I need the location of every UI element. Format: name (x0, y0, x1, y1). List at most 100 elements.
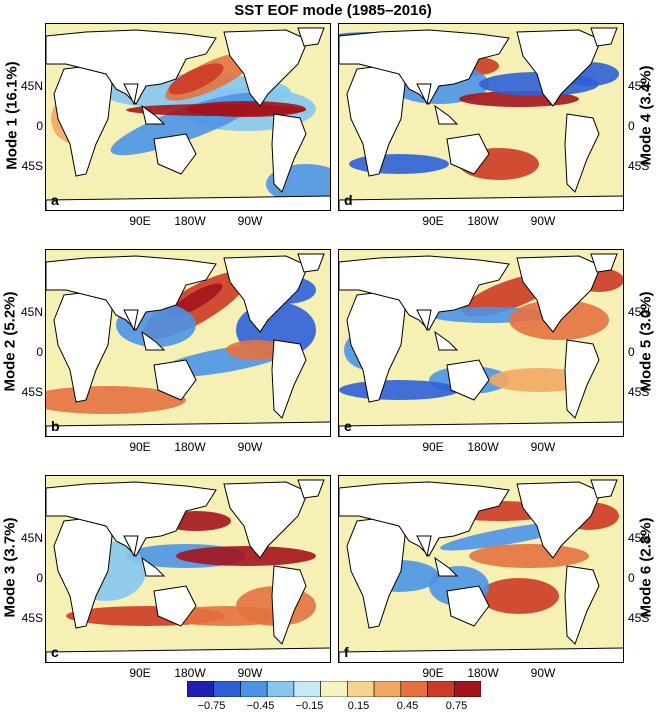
panel-letter: e (344, 418, 352, 434)
land-africa (53, 63, 113, 177)
panel-e: e (338, 249, 624, 437)
panel-letter: c (51, 644, 59, 660)
colorbar-segment (453, 681, 481, 697)
longitude-label: 90W (237, 214, 263, 228)
colorbar-segment (293, 681, 321, 697)
anomaly-region (469, 544, 589, 568)
longitude-label: 180W (174, 440, 206, 454)
anomaly-region (339, 380, 459, 400)
latitude-label: 0 (628, 345, 635, 359)
colorbar (187, 681, 481, 697)
land-antarctica (46, 647, 330, 662)
longitude-label: 90W (237, 666, 263, 680)
panel-letter: b (51, 418, 60, 434)
panel-d: d (338, 23, 624, 211)
land-greenland (297, 253, 325, 273)
land-australia (446, 133, 490, 175)
land-seasia (434, 330, 459, 351)
land-seasia (434, 104, 459, 125)
latitude-label: 45N (628, 79, 651, 93)
panel-f: f (338, 475, 624, 663)
land-samerica (564, 339, 600, 419)
latitude-label: 45S (21, 611, 43, 625)
sst-map (46, 253, 330, 436)
land-antarctica (46, 195, 330, 210)
longitude-label: 90E (129, 666, 151, 680)
land-australia (446, 359, 490, 401)
land-eurasia (46, 481, 217, 557)
land-india (416, 309, 432, 332)
longitude-label: 90E (422, 214, 444, 228)
land-india (123, 535, 139, 558)
land-eurasia (46, 255, 217, 331)
land-seasia (141, 104, 166, 125)
colorbar-segment (320, 681, 348, 697)
anomaly-region (226, 340, 286, 360)
longitude-label: 180W (467, 214, 499, 228)
longitude-label: 90W (530, 666, 556, 680)
land-australia (153, 133, 197, 175)
colorbar-tick-label: 0.45 (396, 700, 419, 712)
land-australia (153, 585, 197, 627)
longitude-label: 90E (422, 440, 444, 454)
longitude-label: 180W (174, 214, 206, 228)
panel-letter: f (344, 644, 349, 660)
sst-map (339, 479, 623, 662)
figure-title: SST EOF mode (1985–2016) (234, 2, 432, 19)
panel-b: b (45, 249, 331, 437)
colorbar-tick-label: −0.75 (197, 700, 226, 712)
land-samerica (564, 565, 600, 645)
land-india (123, 83, 139, 106)
longitude-label: 90E (129, 440, 151, 454)
colorbar-segment (347, 681, 375, 697)
longitude-label: 90E (422, 666, 444, 680)
longitude-label: 180W (467, 440, 499, 454)
land-seasia (141, 556, 166, 577)
land-eurasia (46, 29, 217, 105)
land-samerica (271, 113, 307, 193)
land-antarctica (46, 421, 330, 436)
mode-label-3: Mode 3 (3.7%) (1, 517, 19, 618)
panel-letter: a (51, 192, 59, 208)
latitude-label: 0 (628, 571, 635, 585)
anomaly-region (479, 578, 559, 614)
mode-label-1: Mode 1 (16.1%) (3, 61, 21, 170)
land-seasia (434, 556, 459, 577)
latitude-label: 45S (628, 159, 650, 173)
latitude-label: 0 (36, 119, 43, 133)
land-eurasia (339, 255, 510, 331)
colorbar-segment (187, 681, 215, 697)
latitude-label: 45N (628, 531, 651, 545)
longitude-label: 180W (174, 666, 206, 680)
anomaly-region (166, 606, 286, 626)
longitude-label: 90E (129, 214, 151, 228)
longitude-label: 180W (467, 666, 499, 680)
anomaly-region (168, 63, 224, 95)
land-greenland (297, 479, 325, 499)
land-antarctica (339, 195, 623, 210)
latitude-label: 0 (628, 119, 635, 133)
colorbar-segment (400, 681, 428, 697)
latitude-label: 45N (20, 79, 43, 93)
land-india (123, 309, 139, 332)
sst-map (339, 27, 623, 210)
colorbar-segment (213, 681, 241, 697)
land-greenland (590, 27, 618, 47)
anomaly-region (349, 154, 449, 174)
land-australia (153, 359, 197, 401)
panel-c: c (45, 475, 331, 663)
colorbar-tick-label: 0.75 (445, 700, 468, 712)
colorbar-segment (240, 681, 268, 697)
land-eurasia (339, 29, 510, 105)
panel-a: a (45, 23, 331, 211)
latitude-label: 45S (628, 385, 650, 399)
latitude-label: 45N (628, 305, 651, 319)
land-greenland (297, 27, 325, 47)
panel-letter: d (344, 192, 353, 208)
land-australia (446, 585, 490, 627)
colorbar-segment (373, 681, 402, 697)
sst-map (46, 27, 330, 210)
colorbar-tick-label: 0.15 (347, 700, 370, 712)
colorbar-segment (427, 681, 455, 697)
land-india (416, 535, 432, 558)
